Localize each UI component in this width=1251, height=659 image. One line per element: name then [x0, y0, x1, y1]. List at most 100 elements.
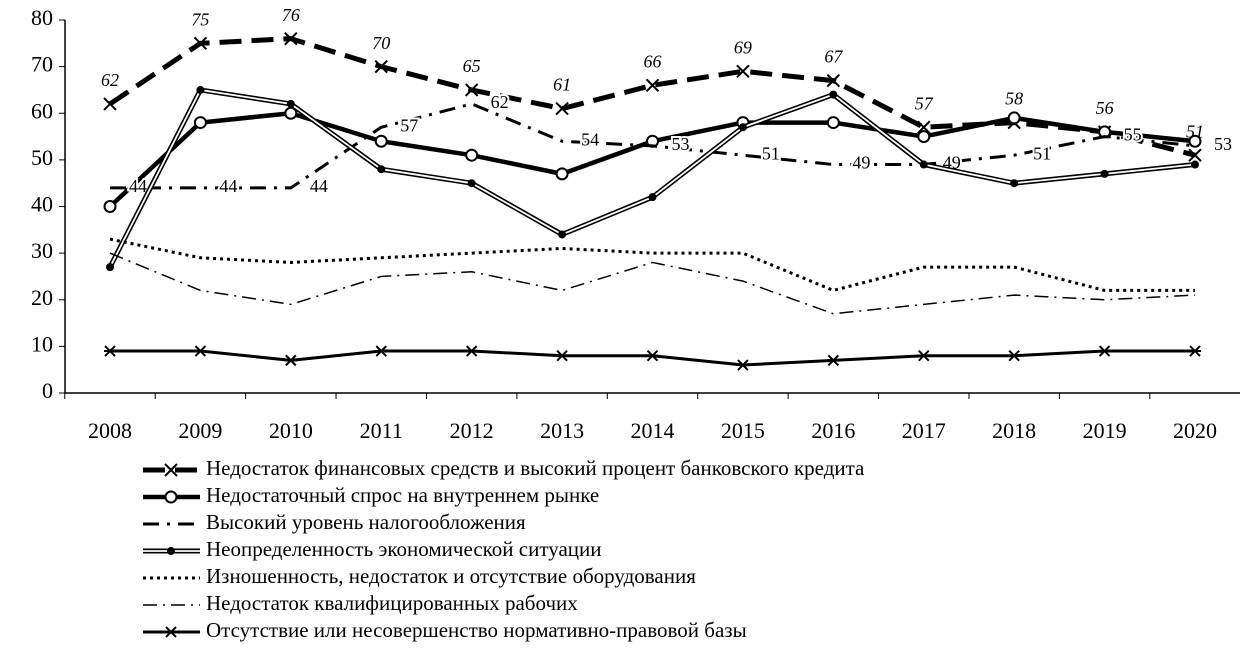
- marker: [555, 101, 569, 116]
- data-label: 44: [219, 176, 237, 196]
- y-tick-label: 80: [31, 5, 53, 30]
- marker: [194, 345, 207, 357]
- marker: [193, 116, 207, 130]
- data-label: 61: [553, 75, 571, 95]
- marker: [286, 99, 295, 108]
- marker: [917, 349, 930, 362]
- marker: [738, 123, 747, 132]
- y-tick-label: 0: [42, 378, 53, 403]
- x-tick-label: 2014: [631, 418, 675, 443]
- marker: [103, 97, 117, 111]
- legend-label: Высокий уровень налогообложения: [206, 510, 526, 534]
- data-label: 70: [372, 33, 390, 53]
- y-tick-label: 20: [31, 285, 53, 310]
- line: [110, 102, 1196, 190]
- marker: [917, 120, 931, 134]
- marker: [374, 59, 388, 74]
- marker: [375, 345, 388, 357]
- line: [109, 252, 1196, 315]
- marker: [736, 64, 750, 78]
- marker: [736, 359, 749, 371]
- marker: [165, 626, 177, 638]
- x-tick-label: 2009: [178, 418, 222, 443]
- legend-label: Отсутствие или несовершенство нормативно…: [206, 618, 747, 642]
- marker: [196, 85, 205, 94]
- marker: [167, 547, 175, 555]
- data-label: 44: [310, 176, 328, 196]
- legend-label: Изношенность, недостаток и отсутствие об…: [206, 564, 696, 588]
- marker: [919, 160, 928, 169]
- marker: [826, 116, 840, 130]
- data-label: 51: [762, 143, 780, 163]
- marker: [464, 83, 479, 97]
- data-label: 53: [1214, 134, 1232, 154]
- x-tick-label: 2017: [902, 418, 946, 443]
- marker: [646, 349, 659, 362]
- y-tick-label: 10: [31, 331, 53, 356]
- data-label: 55: [1124, 125, 1142, 145]
- marker: [558, 230, 567, 239]
- marker: [1007, 111, 1021, 125]
- marker: [193, 36, 208, 51]
- data-label: 62: [101, 70, 119, 90]
- y-tick-label: 70: [31, 52, 53, 77]
- data-label: 67: [824, 47, 843, 67]
- data-label: 54: [581, 129, 599, 149]
- legend-label: Неопределенность экономической ситуации: [206, 537, 601, 561]
- data-label: 58: [1005, 89, 1023, 109]
- marker: [374, 134, 388, 148]
- marker: [827, 354, 840, 367]
- legend-label: Недостаток финансовых средств и высокий …: [206, 456, 865, 480]
- data-label: 49: [852, 153, 870, 173]
- marker: [645, 78, 660, 92]
- marker: [1191, 160, 1199, 169]
- marker: [917, 130, 931, 144]
- marker: [284, 31, 298, 46]
- data-label: 76: [282, 5, 300, 25]
- x-tick-label: 2020: [1173, 418, 1217, 443]
- y-tick-label: 40: [31, 192, 53, 217]
- data-label: 44: [129, 176, 147, 196]
- marker: [1189, 345, 1201, 357]
- y-tick-label: 30: [31, 238, 53, 263]
- legend-label: Недостаток квалифицированных рабочих: [206, 591, 578, 615]
- marker: [826, 73, 841, 88]
- marker: [1100, 169, 1109, 178]
- data-label: 69: [734, 37, 752, 57]
- data-label: 51: [1033, 143, 1051, 163]
- marker: [164, 490, 178, 504]
- data-label: 62: [491, 92, 509, 112]
- marker: [103, 200, 117, 213]
- x-tick-label: 2008: [88, 418, 132, 443]
- data-label: 56: [1096, 98, 1114, 118]
- marker: [284, 354, 297, 367]
- y-tick-label: 60: [31, 98, 53, 123]
- data-label: 53: [672, 134, 690, 154]
- marker: [465, 345, 478, 357]
- x-tick-label: 2018: [992, 418, 1036, 443]
- x-tick-label: 2011: [360, 418, 403, 443]
- x-tick-label: 2019: [1083, 418, 1127, 443]
- marker: [1010, 179, 1019, 188]
- data-label: 65: [463, 56, 481, 76]
- marker: [104, 345, 116, 357]
- marker: [556, 349, 569, 362]
- data-label: 75: [191, 9, 209, 29]
- legend-label: Недостаточный спрос на внутреннем рынке: [206, 483, 599, 507]
- marker: [829, 90, 838, 99]
- marker: [1188, 148, 1202, 162]
- marker: [1188, 134, 1202, 148]
- y-tick-label: 50: [31, 145, 53, 170]
- x-tick-label: 2013: [540, 418, 584, 443]
- data-label: 57: [400, 115, 418, 135]
- marker: [164, 463, 178, 477]
- line: [110, 349, 1195, 367]
- marker: [1098, 345, 1111, 357]
- data-label: 57: [915, 93, 934, 113]
- x-tick-label: 2010: [269, 418, 313, 443]
- x-tick-label: 2012: [450, 418, 494, 443]
- marker: [106, 263, 114, 272]
- marker: [465, 148, 479, 162]
- x-tick-label: 2016: [811, 418, 855, 443]
